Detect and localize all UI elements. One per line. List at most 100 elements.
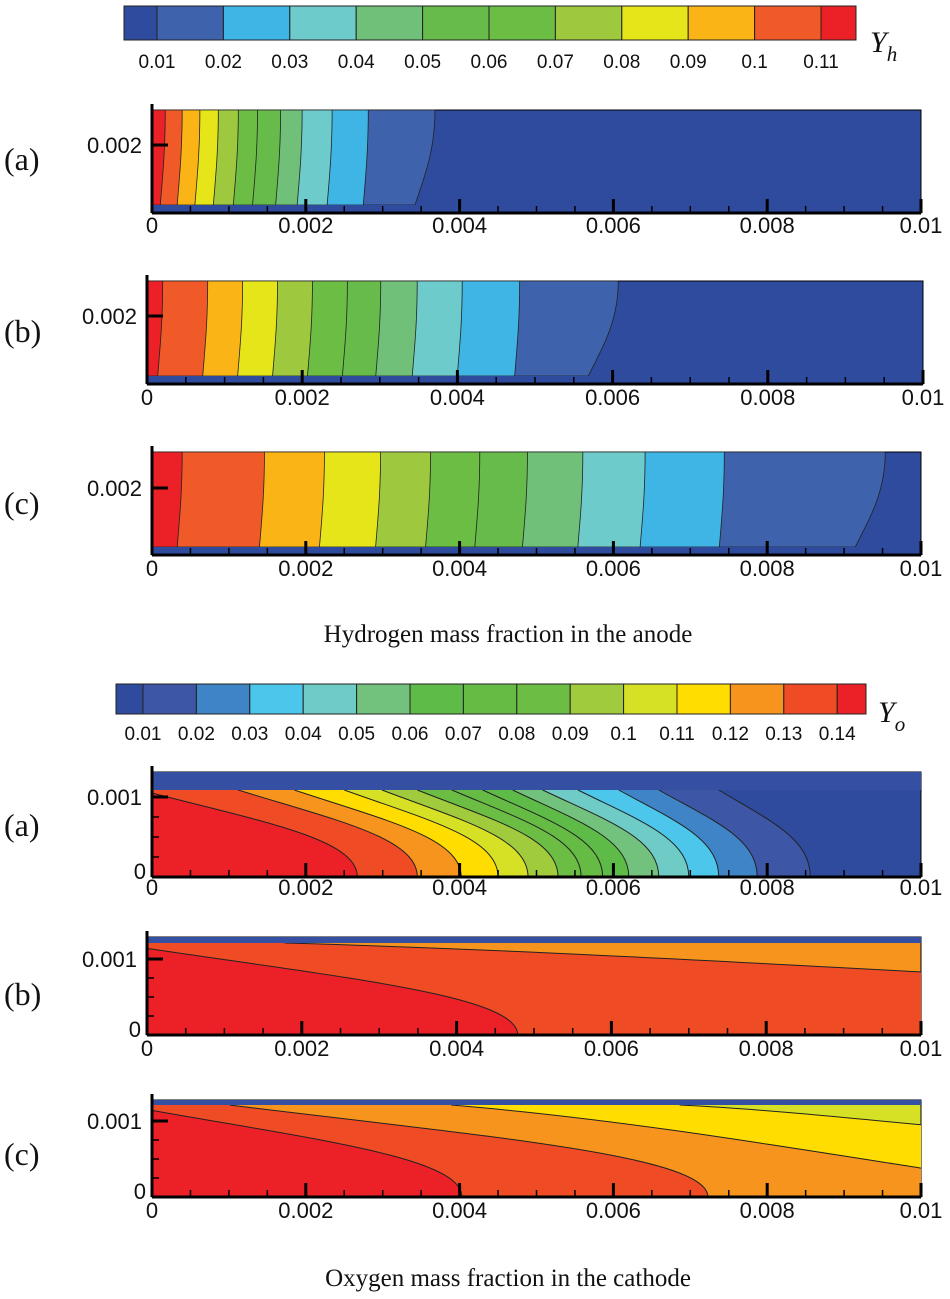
colorbar-label: 0.07 — [445, 724, 482, 745]
colorbar: 0.01 0.02 0.03 0.04 0.05 0.06 0.07 0.08 0.09 0.1 0… — [115, 683, 905, 745]
oxygen-panel-c: 0 0.002 0.004 0.006 0.008 0.01 0 0.001 (c) — [4, 1094, 942, 1223]
contour-line — [237, 789, 418, 878]
top-layer-strip — [147, 937, 921, 943]
colorbar-cell — [289, 5, 357, 41]
colorbar-label: 0.09 — [670, 52, 707, 73]
colorbar-cell — [156, 5, 224, 41]
colorbar-cell — [676, 683, 731, 715]
y-tick-label: 0 — [134, 1179, 146, 1204]
contour-band — [151, 451, 183, 548]
symbol-main: Y — [878, 696, 898, 729]
x-tick-label: 0.006 — [586, 213, 641, 238]
x-tick-label: 0 — [141, 385, 153, 410]
colorbar-cell — [621, 5, 689, 41]
contour-line — [381, 789, 529, 878]
x-tick-label: 0 — [146, 875, 158, 900]
colorbar-cell — [516, 683, 571, 715]
colorbar: 0.01 0.02 0.03 0.04 0.05 0.06 0.07 0.08 0.09 0.1 0… — [123, 5, 898, 73]
oxygen-panel-a: 0 0.002 0.004 0.006 0.008 0.01 0 0.001 (a) — [4, 766, 942, 900]
colorbar-label: 0.08 — [603, 52, 640, 73]
colorbar-label: 0.05 — [338, 724, 375, 745]
x-tick-label: 0.004 — [430, 385, 485, 410]
x-tick-label: 0 — [141, 1036, 153, 1061]
colorbar-cell — [409, 683, 464, 715]
x-tick-label: 0.008 — [740, 875, 795, 900]
colorbar-label: 0.04 — [285, 724, 322, 745]
contour-line — [146, 947, 519, 1036]
colorbar-cell — [422, 5, 490, 41]
x-tick-label: 0.006 — [585, 385, 640, 410]
colorbar-cell — [836, 683, 867, 715]
colorbar-label: 0.04 — [338, 52, 375, 73]
colorbar-cell — [488, 5, 556, 41]
colorbar-symbol: Yo — [878, 696, 905, 736]
colorbar-cell — [123, 5, 158, 41]
x-tick-label: 0.006 — [584, 1036, 639, 1061]
contour-line — [417, 789, 559, 878]
symbol-subscript: h — [887, 42, 898, 66]
panel-label: (a) — [4, 141, 40, 177]
x-tick-label: 0.01 — [900, 1036, 943, 1061]
contour-line — [284, 942, 922, 973]
panel-label: (a) — [4, 807, 40, 843]
y-tick-label: 0.001 — [82, 947, 137, 972]
contour-line — [229, 1104, 709, 1198]
colorbar-label: 0.14 — [819, 724, 856, 745]
colorbar-cell — [754, 5, 822, 41]
oxygen-panel-b: 0 0.002 0.004 0.006 0.008 0.01 0 0.001 (b) — [4, 931, 942, 1061]
colorbar-label: 0.02 — [205, 52, 242, 73]
x-tick-label: 0.004 — [429, 1036, 484, 1061]
colorbar-label: 0.03 — [231, 724, 268, 745]
x-tick-label: 0.01 — [900, 556, 943, 581]
colorbar-cell — [355, 5, 424, 41]
colorbar-label: 0.13 — [765, 724, 802, 745]
top-layer-strip — [152, 1100, 921, 1105]
colorbar-label: 0.11 — [659, 724, 695, 745]
x-tick-label: 0.008 — [740, 556, 795, 581]
colorbar-cell — [783, 683, 838, 715]
x-tick-label: 0.006 — [586, 875, 641, 900]
x-tick-label: 0.008 — [740, 213, 795, 238]
contour-line — [151, 792, 358, 878]
contour-line — [718, 789, 811, 878]
x-tick-label: 0 — [146, 556, 158, 581]
colorbar-cell — [729, 683, 785, 715]
colorbar-label: 0.06 — [471, 52, 508, 73]
colorbar-cell — [222, 5, 291, 41]
x-tick-label: 0.01 — [900, 875, 943, 900]
hydrogen-panel-b: 0 0.002 0.004 0.006 0.008 0.01 0.002 (b) — [4, 275, 944, 410]
contour-line — [512, 789, 630, 878]
contour-line — [344, 789, 499, 878]
colorbar-cell — [462, 683, 518, 715]
colorbar-label: 0.03 — [271, 52, 308, 73]
colorbar-cell — [554, 5, 623, 41]
colorbar-cell — [569, 683, 625, 715]
x-tick-label: 0.004 — [432, 1198, 487, 1223]
colorbar-label: 0.1 — [741, 52, 767, 73]
y-tick-label: 0 — [129, 1017, 141, 1042]
contour-line — [482, 789, 604, 878]
x-tick-label: 0.01 — [900, 213, 943, 238]
contour-line — [451, 789, 582, 878]
top-layer-strip — [152, 772, 921, 790]
x-tick-label: 0.006 — [586, 556, 641, 581]
x-tick-label: 0.01 — [902, 385, 945, 410]
contour-line — [618, 789, 720, 878]
colorbar-cell — [142, 683, 197, 715]
colorbar-cell — [249, 683, 304, 715]
x-tick-label: 0.002 — [278, 556, 333, 581]
contour-band — [152, 790, 358, 877]
hydrogen-panel-a: 0 0.002 0.004 0.006 0.008 0.01 0.002 (a) — [4, 104, 942, 238]
colorbar-label: 0.11 — [803, 52, 839, 73]
colorbar-label: 0.08 — [498, 724, 535, 745]
colorbar-label: 0.05 — [404, 52, 441, 73]
y-tick-label: 0.001 — [87, 785, 142, 810]
x-tick-label: 0.006 — [586, 1198, 641, 1223]
colorbar-cell — [195, 683, 251, 715]
colorbar-cell — [302, 683, 358, 715]
symbol-subscript: o — [895, 712, 906, 736]
x-tick-label: 0.004 — [432, 556, 487, 581]
colorbar-label: 0.07 — [537, 52, 574, 73]
colorbar-label: 0.12 — [712, 724, 749, 745]
